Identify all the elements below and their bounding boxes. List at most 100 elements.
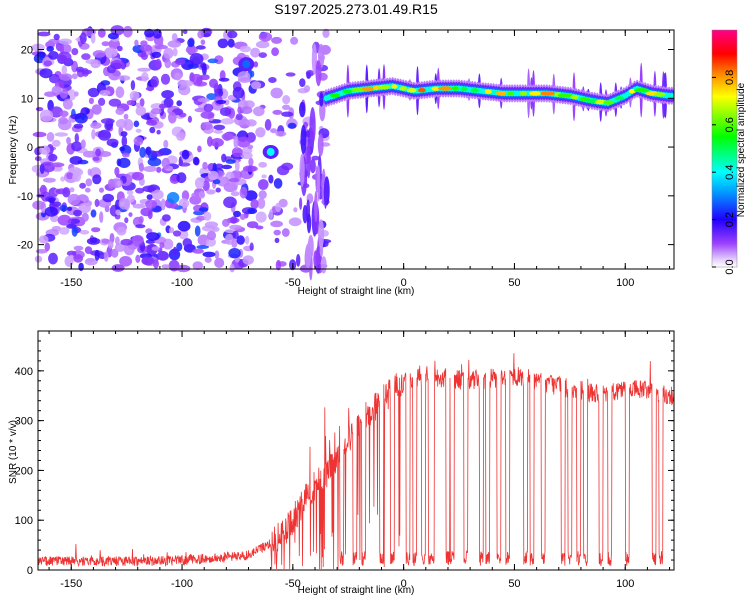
noise-blob	[174, 58, 186, 65]
noise-blob	[299, 78, 306, 87]
noise-blob	[214, 250, 220, 259]
noise-blob	[193, 81, 208, 87]
noise-blob	[73, 209, 83, 217]
noise-blob	[228, 248, 241, 259]
noise-blob	[275, 259, 282, 271]
colorbar-label: Normalized spectral amplitude	[736, 82, 747, 217]
signal-core	[628, 89, 636, 94]
noise-blob	[136, 102, 141, 109]
noise-streak	[309, 107, 316, 145]
noise-blob	[39, 163, 45, 174]
noise-blob	[176, 131, 186, 141]
noise-blob	[182, 238, 193, 248]
noise-blob	[60, 176, 65, 182]
noise-blob	[140, 44, 153, 52]
noise-blob	[66, 172, 74, 180]
noise-blob	[67, 193, 81, 206]
noise-blob	[115, 209, 121, 216]
signal-core	[437, 86, 454, 91]
noise-blob	[132, 203, 146, 209]
noise-blob	[222, 218, 230, 227]
noise-blob	[117, 157, 131, 168]
noise-blob	[218, 77, 230, 82]
noise-blob	[200, 62, 207, 69]
spectrogram-frame	[37, 29, 675, 270]
noise-blob	[44, 242, 51, 252]
noise-blob	[236, 235, 245, 245]
noise-blob	[227, 30, 238, 39]
noise-blob	[141, 256, 155, 266]
noise-blob	[203, 103, 214, 113]
noise-blob	[59, 110, 69, 118]
noise-blob	[116, 45, 123, 52]
noise-blob	[239, 45, 252, 53]
colorbar-ticks: 0.0 0.2 0.4 0.6 0.8	[712, 70, 736, 275]
noise-blob	[214, 257, 225, 268]
noise-blob	[62, 98, 73, 110]
noise-blob	[72, 172, 81, 182]
noise-streak	[317, 164, 321, 202]
noise-blob	[132, 234, 144, 245]
noise-blob	[200, 39, 206, 45]
noise-blob	[58, 227, 70, 235]
noise-blob	[78, 202, 91, 214]
noise-blob	[109, 233, 115, 244]
noise-blob	[293, 207, 298, 213]
noise-blob	[237, 106, 242, 114]
signal-core	[399, 86, 407, 91]
noise-blob	[236, 136, 251, 148]
noise-blob	[176, 172, 187, 184]
noise-blob	[247, 208, 258, 214]
noise-blob	[233, 136, 239, 149]
x-tick-label: -100	[171, 277, 193, 289]
noise-blob	[59, 43, 64, 55]
noise-blob	[270, 220, 283, 228]
noise-blob	[240, 106, 253, 114]
noise-blob	[97, 151, 112, 157]
noise-blob	[198, 191, 205, 199]
noise-blob	[192, 261, 204, 270]
noise-blob	[58, 38, 72, 45]
noise-blob	[101, 41, 110, 47]
noise-blob	[87, 168, 92, 176]
noise-blob	[275, 202, 282, 213]
noise-blob	[142, 185, 157, 193]
noise-blob	[84, 258, 98, 266]
noise-blob	[303, 85, 311, 93]
noise-blob	[194, 107, 207, 113]
noise-blob	[221, 164, 233, 170]
y-tick-label: 10	[21, 93, 33, 105]
noise-blob	[79, 230, 90, 235]
noise-streak	[302, 205, 308, 224]
noise-blob	[84, 246, 93, 255]
x-tick-label: -150	[60, 277, 82, 289]
noise-blob	[92, 156, 100, 161]
noise-blob	[39, 68, 53, 79]
noise-blob	[230, 216, 238, 224]
noise-blob	[245, 119, 257, 127]
noise-blob	[287, 122, 297, 129]
noise-blob	[135, 254, 141, 263]
noise-blob	[150, 189, 164, 200]
noise-blob	[67, 206, 73, 211]
noise-blob	[58, 116, 69, 125]
signal-core	[654, 92, 666, 97]
noise-blob	[35, 107, 44, 112]
noise-blob	[168, 111, 177, 124]
noise-blob	[250, 70, 255, 78]
noise-blob	[79, 182, 86, 189]
noise-blob	[181, 190, 190, 201]
noise-blob	[39, 109, 54, 122]
noise-blob	[132, 216, 143, 227]
noise-blob	[156, 129, 161, 135]
noise-blob	[237, 77, 252, 83]
noise-blob	[115, 107, 125, 115]
noise-blob	[271, 47, 279, 57]
noise-streak	[311, 43, 317, 75]
noise-blob	[150, 76, 159, 88]
noise-blob	[233, 210, 241, 218]
noise-blob	[73, 123, 84, 129]
noise-blob	[232, 230, 239, 240]
noise-blob	[114, 166, 120, 176]
